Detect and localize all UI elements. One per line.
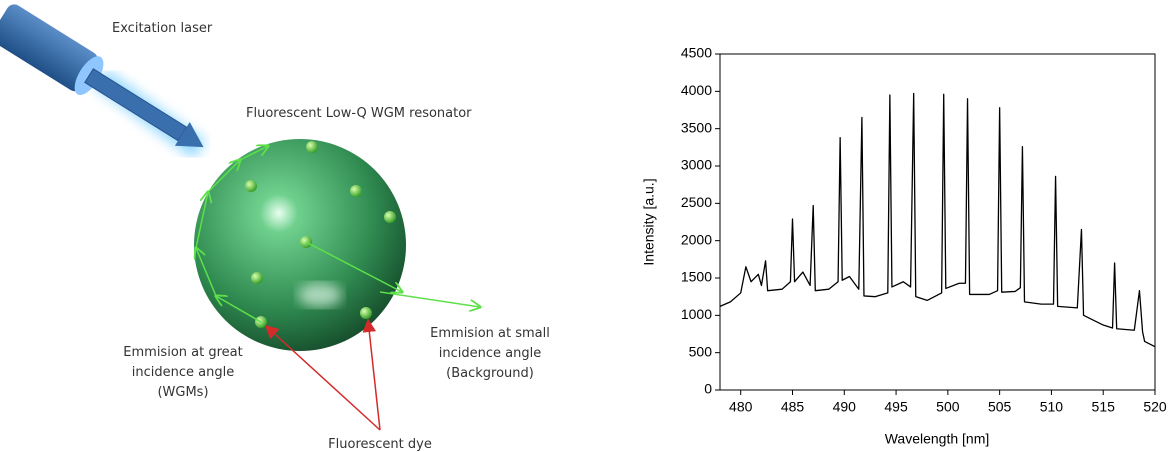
chart: Wavelength [nm] Intensity [a.u.] 0 500 100… xyxy=(641,45,1167,447)
y-tick-label: 4000 xyxy=(681,82,712,98)
label: Emmision at great xyxy=(123,345,242,360)
spectrum-line xyxy=(719,92,1156,348)
x-tick-label: 500 xyxy=(936,399,960,415)
label: Emmision at small xyxy=(430,326,550,341)
x-tick-label: 505 xyxy=(988,399,1012,415)
label: Excitation laser xyxy=(112,21,213,36)
label: incidence angle xyxy=(439,346,541,361)
x-tick-label: 515 xyxy=(1092,399,1116,415)
y-tick-label: 1500 xyxy=(681,269,712,285)
label: incidence angle xyxy=(132,365,234,380)
y-tick-label: 0 xyxy=(704,381,712,397)
x-axis-label: Wavelength [nm] xyxy=(885,431,990,447)
y-tick-label: 2000 xyxy=(681,231,712,247)
x-tick-label: 480 xyxy=(729,399,753,415)
resonator xyxy=(194,139,406,351)
x-tick-label: 495 xyxy=(884,399,908,415)
y-tick-label: 3000 xyxy=(681,157,712,173)
y-tick-label: 3500 xyxy=(681,119,712,135)
label: (WGMs) xyxy=(157,385,208,400)
plot-frame xyxy=(719,53,1156,391)
x-tick-label: 520 xyxy=(1143,399,1167,415)
y-tick-label: 1000 xyxy=(681,306,712,322)
y-tick-label: 500 xyxy=(689,343,713,359)
label: (Background) xyxy=(446,366,534,381)
y-tick-label: 2500 xyxy=(681,194,712,210)
x-tick-label: 490 xyxy=(833,399,857,415)
emission-arrows xyxy=(196,146,480,323)
laser xyxy=(0,4,207,159)
y-tick-label: 4500 xyxy=(681,45,712,61)
diagram: Excitation laser Fluorescent Low-Q WGM r… xyxy=(0,4,550,452)
x-tick-label: 485 xyxy=(781,399,805,415)
dye-arrows xyxy=(264,318,381,431)
label: Fluorescent dye xyxy=(328,437,432,452)
x-tick-label: 510 xyxy=(1040,399,1064,415)
label: Fluorescent Low-Q WGM resonator xyxy=(246,106,472,121)
y-axis-label: Intensity [a.u.] xyxy=(641,178,657,265)
